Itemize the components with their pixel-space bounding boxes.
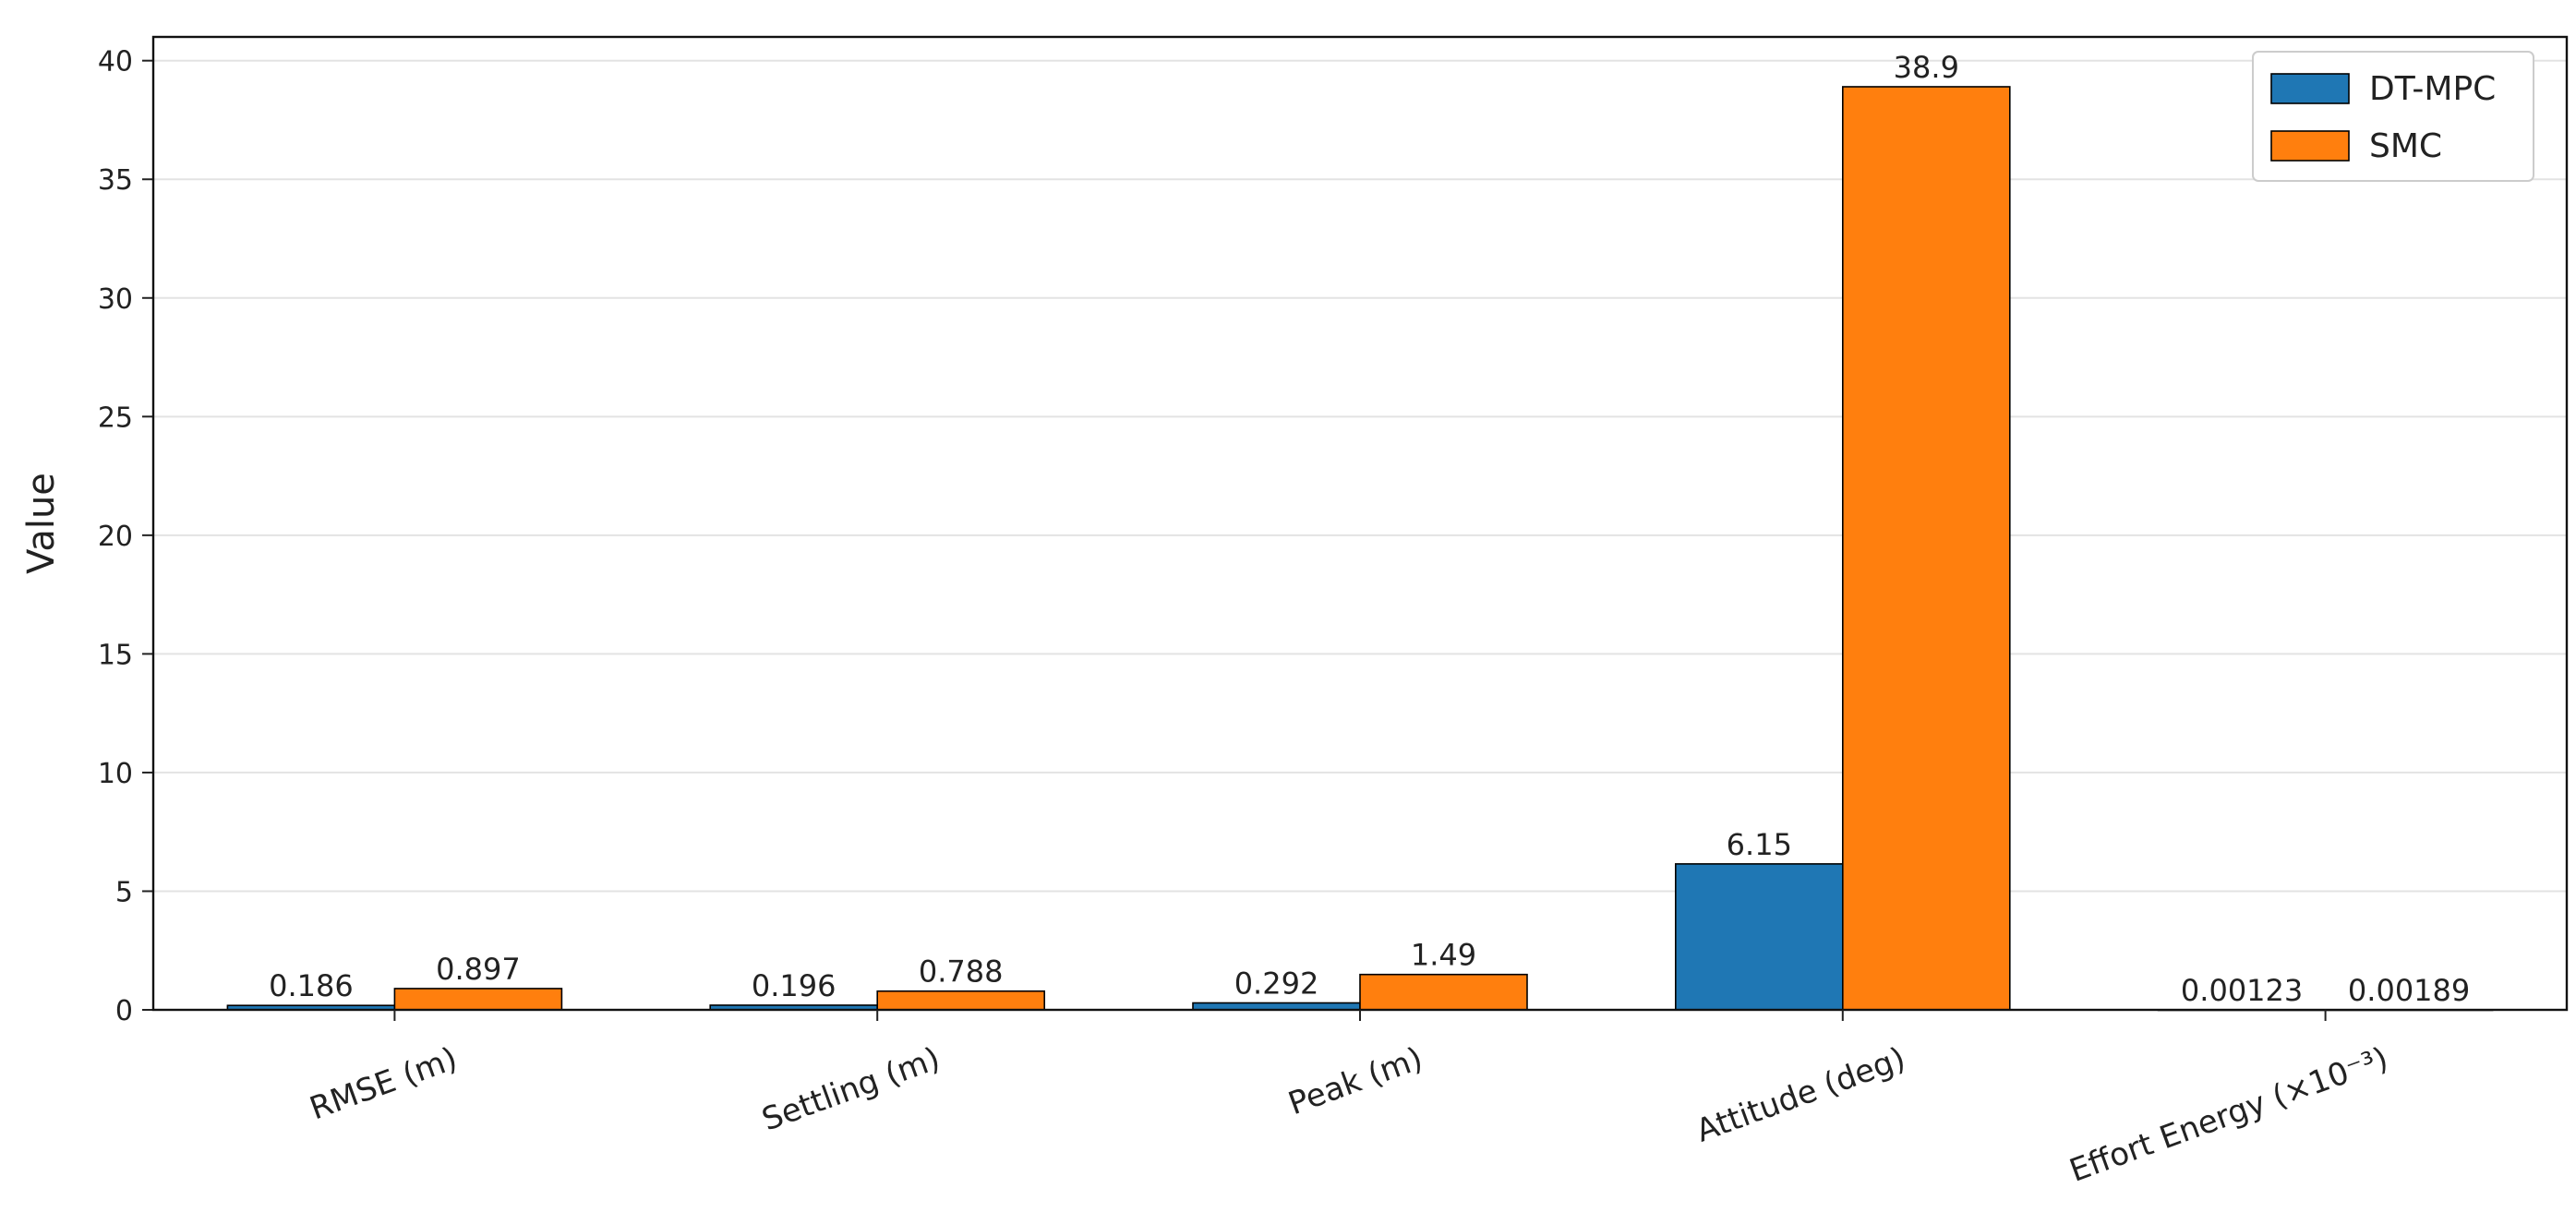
y-tick-label: 35 [98, 164, 133, 197]
bars-layer [226, 86, 2494, 1012]
x-tick-label: RMSE (m) [305, 1040, 462, 1128]
legend-swatch [2270, 73, 2350, 104]
x-tick-label: Settling (m) [757, 1040, 945, 1139]
y-tick-label: 20 [98, 521, 133, 553]
bar-smc [876, 990, 1046, 1011]
data-label: 0.292 [1234, 966, 1319, 1001]
y-axis-label: Value [20, 473, 63, 574]
data-label: 0.897 [436, 952, 521, 987]
bar-smc [393, 988, 563, 1011]
data-label: 0.00189 [2348, 973, 2470, 1008]
y-tick-label: 10 [98, 758, 133, 790]
y-tick-label: 0 [115, 995, 133, 1027]
grid-layer [153, 59, 2567, 893]
legend-label: DT-MPC [2369, 70, 2496, 108]
data-label: 0.196 [752, 968, 837, 1003]
legend: DT-MPC SMC [2252, 51, 2534, 182]
axes-layer: 0 5 10 15 20 25 30 35 40 RMSE (m) Settling (m) Peak… [98, 35, 2569, 1190]
labels-layer: 0.186 0.196 0.292 6.15 0.00123 0.897 0.788 1.49… [269, 50, 2470, 1008]
y-tick-label: 5 [115, 876, 133, 908]
data-label: 0.788 [919, 954, 1004, 990]
data-label: 0.186 [269, 968, 354, 1003]
x-tick-label: Attitude (deg) [1691, 1040, 1910, 1150]
data-label: 38.9 [1894, 50, 1959, 85]
y-tick-label: 30 [98, 283, 133, 316]
data-label: 0.00123 [2181, 973, 2303, 1008]
bar-smc [1842, 86, 2011, 1011]
legend-swatch [2270, 130, 2350, 162]
x-tick-label: Peak (m) [1283, 1040, 1427, 1122]
data-label: 1.49 [1411, 938, 1476, 973]
y-tick-label: 40 [98, 46, 133, 78]
y-tick-label: 15 [98, 639, 133, 671]
data-label: 6.15 [1727, 827, 1792, 862]
legend-label: SMC [2369, 127, 2442, 165]
bar-smc [1359, 973, 1528, 1011]
y-tick-label: 25 [98, 402, 133, 434]
x-tick-label: Effort Energy (×10⁻³) [2064, 1040, 2392, 1190]
bar-dt-mpc [1675, 863, 1844, 1011]
plot-frame [151, 35, 2569, 1012]
